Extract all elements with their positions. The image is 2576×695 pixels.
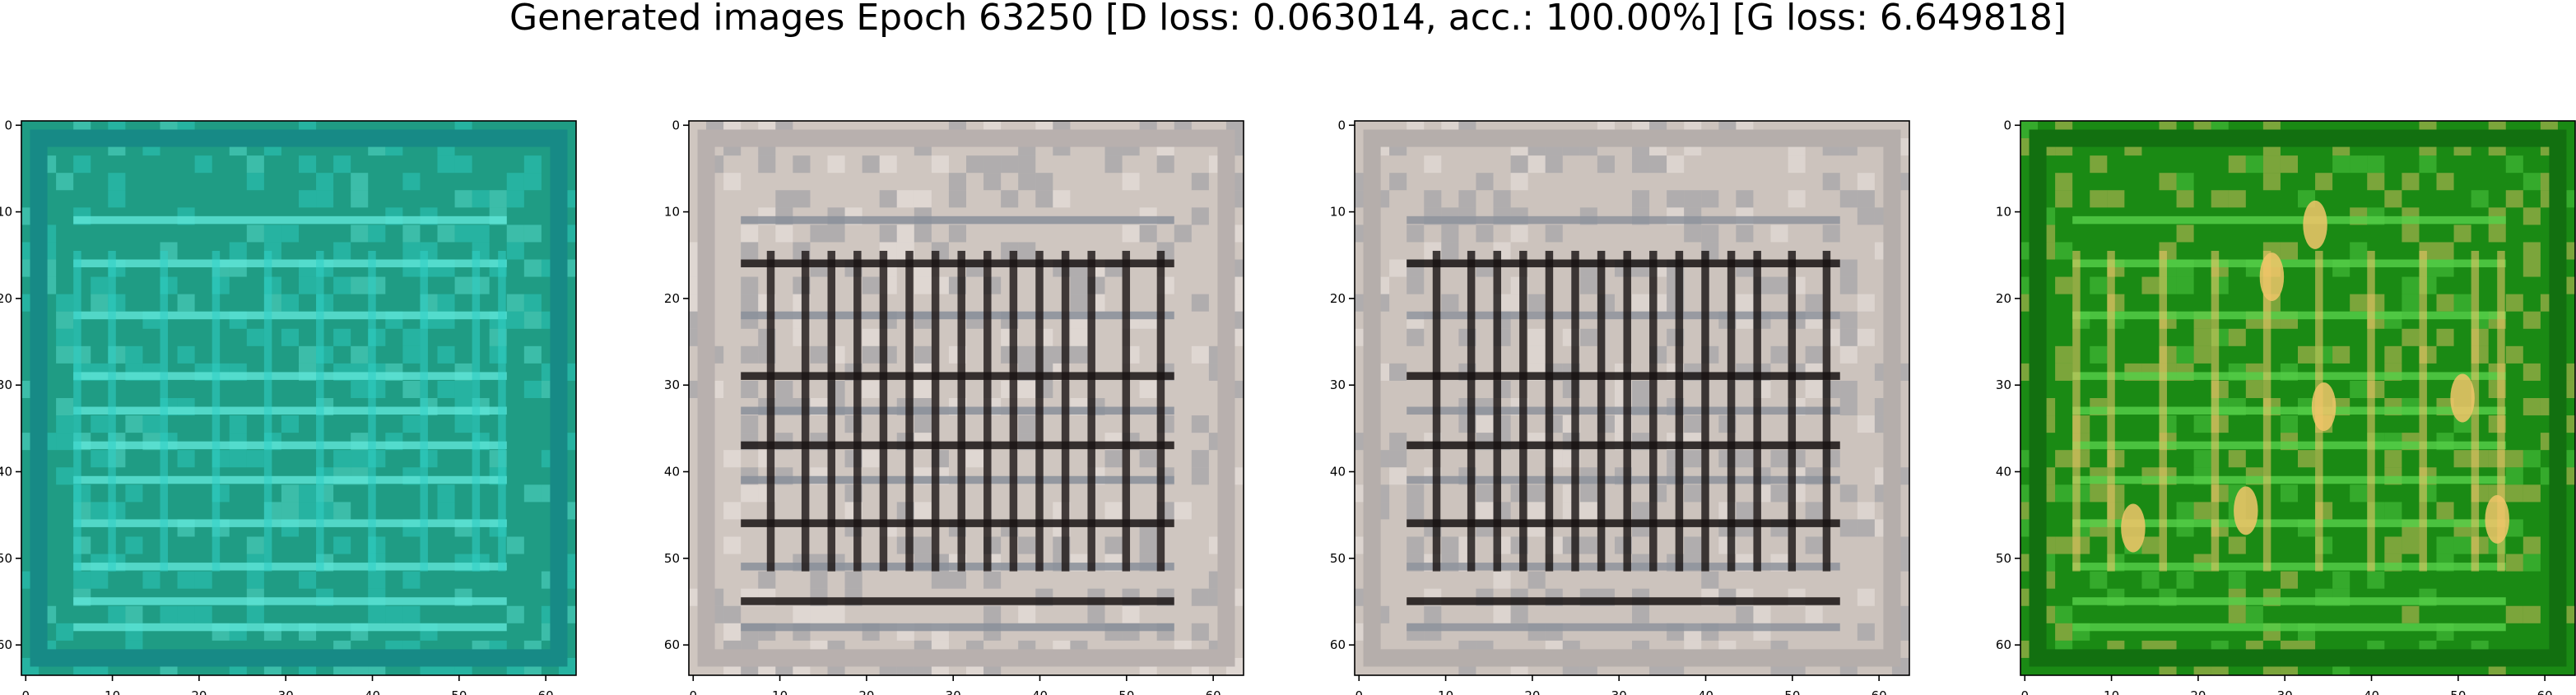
x-tick-label: 30 [2277, 688, 2293, 695]
x-tick-label: 10 [105, 688, 120, 695]
y-tick-label: 50 [664, 551, 680, 566]
image-panel-4: 0 10 20 30 40 50 60 0 10 20 30 40 50 60 [1996, 118, 2576, 695]
vertical-bars [766, 250, 1165, 572]
x-tick-label: 30 [946, 688, 961, 695]
y-tick-label: 40 [1996, 465, 2011, 480]
image-frame [2029, 129, 2567, 667]
y-tick-label: 0 [1337, 118, 1346, 132]
vertical-bars [73, 250, 506, 572]
x-tick-label: 60 [2537, 688, 2553, 695]
y-tick-label: 0 [672, 118, 680, 132]
x-tick-label: 50 [451, 688, 467, 695]
y-tick-label: 40 [664, 465, 680, 480]
y-tick-label: 40 [1330, 465, 1346, 480]
x-tick-label: 30 [1611, 688, 1627, 695]
y-tick-label: 40 [0, 465, 12, 480]
x-tick-label: 0 [2020, 688, 2029, 695]
y-tick-label: 10 [0, 205, 12, 220]
x-tick-label: 40 [2364, 688, 2379, 695]
axes-spine [688, 120, 1244, 676]
x-tick-label: 30 [278, 688, 294, 695]
highlight-blobs [2121, 200, 2509, 553]
y-tick-label: 10 [664, 205, 680, 220]
image-background [689, 121, 1244, 675]
y-tick-label: 10 [1330, 205, 1346, 220]
x-tick-label: 10 [2104, 688, 2119, 695]
y-tick-label: 50 [1330, 551, 1346, 566]
y-tick-label: 60 [1330, 637, 1346, 652]
x-tick-label: 50 [1784, 688, 1800, 695]
x-tick-label: 10 [772, 688, 788, 695]
image-background [1355, 121, 1909, 675]
y-tick-label: 30 [1330, 378, 1346, 392]
axes-spine [1354, 120, 1910, 676]
x-tick-label: 0 [689, 688, 697, 695]
x-tick-label: 60 [1206, 688, 1221, 695]
y-tick-label: 0 [4, 118, 12, 132]
x-tick-label: 40 [365, 688, 380, 695]
x-tick-label: 10 [1438, 688, 1453, 695]
x-tick-label: 20 [858, 688, 874, 695]
x-tick-label: 50 [2450, 688, 2466, 695]
x-tick-label: 20 [1524, 688, 1540, 695]
image-frame [697, 129, 1235, 667]
x-tick-label: 20 [2190, 688, 2206, 695]
x-tick-label: 40 [1032, 688, 1048, 695]
y-tick-label: 10 [1996, 205, 2011, 220]
y-tick-label: 60 [664, 637, 680, 652]
y-tick-label: 50 [1996, 551, 2011, 566]
image-panel-2: 0 10 20 30 40 50 60 0 10 20 30 40 50 60 [664, 118, 1244, 695]
image-panel-3: 0 10 20 30 40 50 60 0 10 20 30 40 50 60 [1330, 118, 1910, 695]
y-tick-label: 20 [1996, 291, 2011, 306]
vertical-bars [1432, 250, 1831, 572]
y-tick-label: 20 [0, 291, 12, 306]
axes-spine [2020, 120, 2576, 676]
image-panel-1: 0 10 20 30 40 50 60 0 10 20 30 40 50 60 [0, 118, 577, 695]
x-tick-label: 20 [191, 688, 207, 695]
x-tick-label: 60 [1872, 688, 1887, 695]
x-tick-label: 0 [21, 688, 30, 695]
x-tick-label: 40 [1698, 688, 1713, 695]
horizontal-bars [2072, 215, 2506, 632]
y-tick-label: 20 [1330, 291, 1346, 306]
y-tick-label: 60 [0, 637, 12, 652]
y-tick-label: 30 [0, 378, 12, 392]
figure-title: Generated images Epoch 63250 [D loss: 0.… [509, 0, 2067, 39]
x-tick-label: 60 [538, 688, 554, 695]
image-frame [1363, 129, 1901, 667]
y-tick-label: 30 [1996, 378, 2011, 392]
x-tick-label: 0 [1355, 688, 1363, 695]
y-tick-label: 60 [1996, 637, 2011, 652]
x-tick-label: 50 [1118, 688, 1134, 695]
y-tick-label: 20 [664, 291, 680, 306]
horizontal-bars [73, 215, 507, 632]
y-tick-label: 30 [664, 378, 680, 392]
image-frame [30, 129, 568, 667]
y-tick-label: 0 [2003, 118, 2011, 132]
axes-spine [21, 120, 577, 676]
y-tick-label: 50 [0, 551, 12, 566]
